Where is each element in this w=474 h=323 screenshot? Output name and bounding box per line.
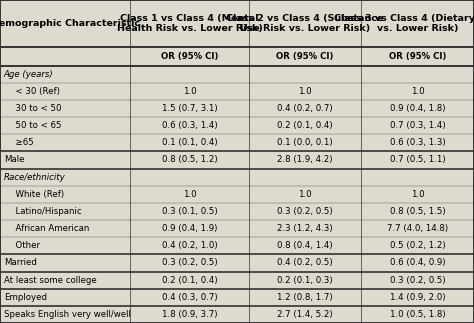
Bar (0, 186, 474, 203)
Text: 0.4 (0.2, 0.5): 0.4 (0.2, 0.5) (277, 258, 333, 267)
Text: 0.6 (0.3, 1.3): 0.6 (0.3, 1.3) (390, 138, 446, 147)
Text: 1.2 (0.8, 1.7): 1.2 (0.8, 1.7) (277, 293, 333, 302)
Bar (0, 117, 474, 134)
Text: OR (95% CI): OR (95% CI) (389, 52, 447, 61)
Text: 0.3 (0.2, 0.5): 0.3 (0.2, 0.5) (390, 276, 446, 285)
Text: 0.8 (0.5, 1.5): 0.8 (0.5, 1.5) (390, 207, 446, 216)
Text: Other: Other (10, 241, 40, 250)
Bar (0, 0, 474, 47)
Text: 1.0: 1.0 (183, 190, 196, 199)
Text: 1.0: 1.0 (298, 87, 312, 96)
Bar (0, 237, 474, 254)
Text: Male: Male (4, 155, 24, 164)
Text: 2.3 (1.2, 4.3): 2.3 (1.2, 4.3) (277, 224, 333, 233)
Text: 7.7 (4.0, 14.8): 7.7 (4.0, 14.8) (387, 224, 448, 233)
Text: Class 2 vs Class 4 (Substance
Use Risk vs. Lower Risk): Class 2 vs Class 4 (Substance Use Risk v… (227, 14, 383, 33)
Text: Race/ethnicity: Race/ethnicity (4, 172, 65, 182)
Text: 1.5 (0.7, 3.1): 1.5 (0.7, 3.1) (162, 104, 218, 113)
Text: 0.9 (0.4, 1.8): 0.9 (0.4, 1.8) (390, 104, 446, 113)
Text: 0.2 (0.1, 0.4): 0.2 (0.1, 0.4) (277, 121, 333, 130)
Bar (0, 100, 474, 117)
Text: 1.0: 1.0 (411, 87, 424, 96)
Text: 30 to < 50: 30 to < 50 (10, 104, 62, 113)
Text: Class 3 vs Class 4 (Dietary Risk
vs. Lower Risk): Class 3 vs Class 4 (Dietary Risk vs. Low… (334, 14, 474, 33)
Text: 50 to < 65: 50 to < 65 (10, 121, 62, 130)
Bar (0, 272, 474, 289)
Text: 0.3 (0.2, 0.5): 0.3 (0.2, 0.5) (162, 258, 218, 267)
Text: 2.7 (1.4, 5.2): 2.7 (1.4, 5.2) (277, 310, 333, 319)
Bar (0, 151, 474, 169)
Text: 0.4 (0.3, 0.7): 0.4 (0.3, 0.7) (162, 293, 218, 302)
Text: White (Ref): White (Ref) (10, 190, 64, 199)
Text: 0.7 (0.5, 1.1): 0.7 (0.5, 1.1) (390, 155, 446, 164)
Text: 0.1 (0.0, 0.1): 0.1 (0.0, 0.1) (277, 138, 333, 147)
Text: Age (years): Age (years) (4, 70, 54, 78)
Bar (0, 169, 474, 186)
Text: Speaks English very well/well: Speaks English very well/well (4, 310, 131, 319)
Text: 0.6 (0.3, 1.4): 0.6 (0.3, 1.4) (162, 121, 218, 130)
Bar (0, 306, 474, 323)
Bar (0, 220, 474, 237)
Text: Demographic Characteristic: Demographic Characteristic (0, 19, 140, 28)
Text: 0.4 (0.2, 0.7): 0.4 (0.2, 0.7) (277, 104, 333, 113)
Text: 1.0: 1.0 (298, 190, 312, 199)
Text: 2.8 (1.9, 4.2): 2.8 (1.9, 4.2) (277, 155, 333, 164)
Bar (0, 203, 474, 220)
Bar (0, 289, 474, 306)
Text: 0.3 (0.2, 0.5): 0.3 (0.2, 0.5) (277, 207, 333, 216)
Text: 0.4 (0.2, 1.0): 0.4 (0.2, 1.0) (162, 241, 218, 250)
Bar (0, 254, 474, 272)
Text: 0.8 (0.4, 1.4): 0.8 (0.4, 1.4) (277, 241, 333, 250)
Text: 1.0: 1.0 (183, 87, 196, 96)
Text: 0.6 (0.4, 0.9): 0.6 (0.4, 0.9) (390, 258, 446, 267)
Text: 1.8 (0.9, 3.7): 1.8 (0.9, 3.7) (162, 310, 218, 319)
Text: ≥65: ≥65 (10, 138, 34, 147)
Text: African American: African American (10, 224, 90, 233)
Text: Latino/Hispanic: Latino/Hispanic (10, 207, 82, 216)
Bar (0, 83, 474, 100)
Text: At least some college: At least some college (4, 276, 97, 285)
Bar (0, 66, 474, 83)
Text: 0.8 (0.5, 1.2): 0.8 (0.5, 1.2) (162, 155, 218, 164)
Text: 1.0: 1.0 (411, 190, 424, 199)
Text: 1.0 (0.5, 1.8): 1.0 (0.5, 1.8) (390, 310, 446, 319)
Text: OR (95% CI): OR (95% CI) (276, 52, 334, 61)
Text: Class 1 vs Class 4 (Mental
Health Risk vs. Lower Risk): Class 1 vs Class 4 (Mental Health Risk v… (117, 14, 263, 33)
Text: 0.5 (0.2, 1.2): 0.5 (0.2, 1.2) (390, 241, 446, 250)
Text: 0.2 (0.1, 0.3): 0.2 (0.1, 0.3) (277, 276, 333, 285)
Text: 0.1 (0.1, 0.4): 0.1 (0.1, 0.4) (162, 138, 218, 147)
Text: 0.2 (0.1, 0.4): 0.2 (0.1, 0.4) (162, 276, 218, 285)
Text: 0.7 (0.3, 1.4): 0.7 (0.3, 1.4) (390, 121, 446, 130)
Text: OR (95% CI): OR (95% CI) (161, 52, 219, 61)
Text: Employed: Employed (4, 293, 47, 302)
Bar (0, 134, 474, 151)
Bar (0, 47, 474, 66)
Text: 0.9 (0.4, 1.9): 0.9 (0.4, 1.9) (162, 224, 217, 233)
Text: 1.4 (0.9, 2.0): 1.4 (0.9, 2.0) (390, 293, 446, 302)
Text: Married: Married (4, 258, 36, 267)
Text: 0.3 (0.1, 0.5): 0.3 (0.1, 0.5) (162, 207, 218, 216)
Text: < 30 (Ref): < 30 (Ref) (10, 87, 60, 96)
